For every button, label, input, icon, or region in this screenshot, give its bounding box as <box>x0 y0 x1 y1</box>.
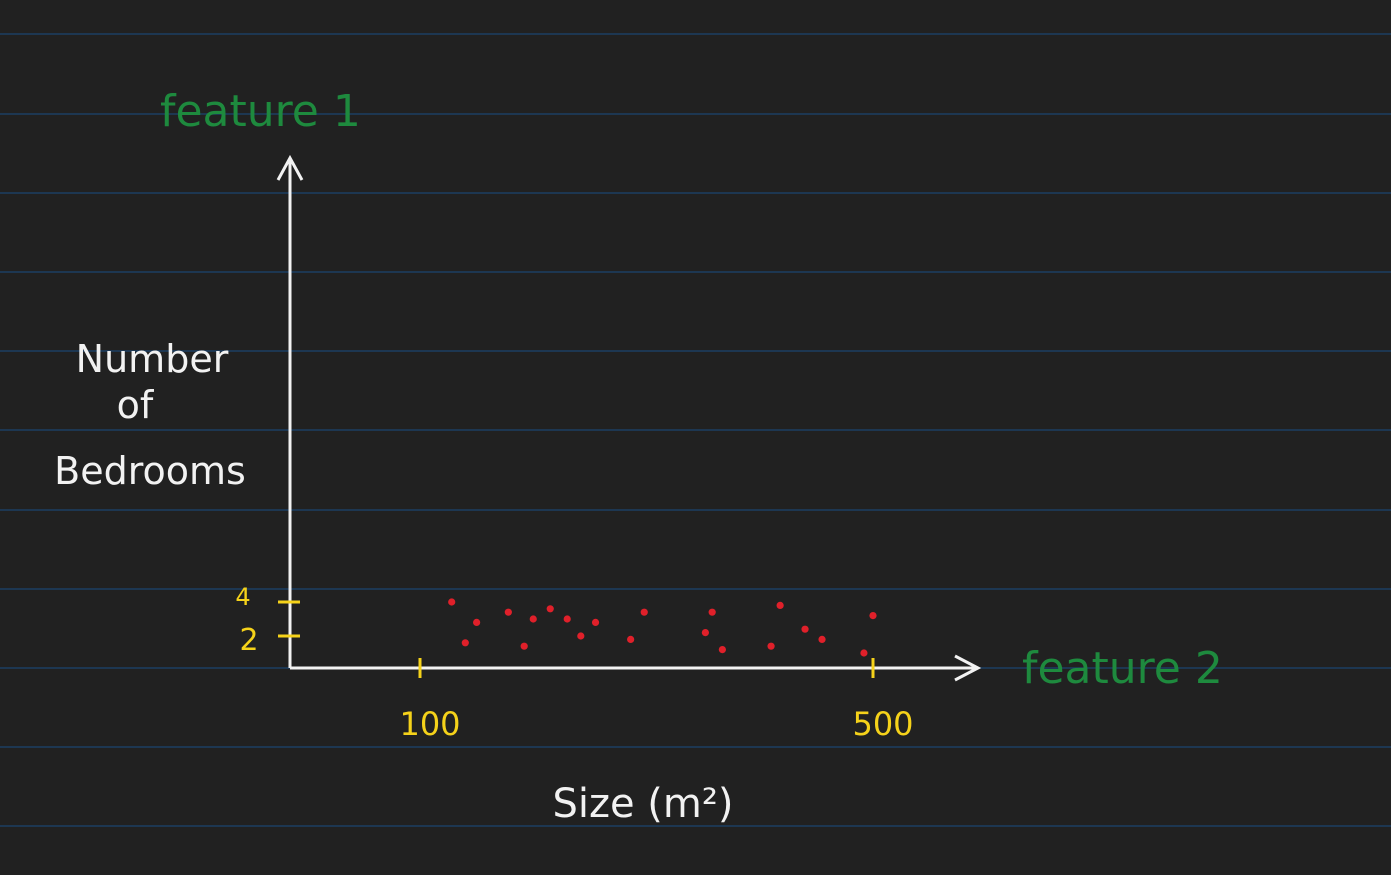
data-point <box>767 642 775 650</box>
data-point <box>708 608 716 616</box>
data-point <box>640 608 648 616</box>
x-axis-arrowhead <box>954 654 982 682</box>
y-axis-label-line-3: Bedrooms <box>54 449 246 493</box>
data-point <box>448 598 456 606</box>
data-point <box>520 642 528 650</box>
scatter-points <box>448 598 877 657</box>
data-point <box>776 601 784 610</box>
data-point <box>591 618 600 627</box>
data-point <box>473 618 481 627</box>
data-point <box>860 649 868 657</box>
y-feature-label: feature 1 <box>160 86 361 137</box>
data-point <box>563 615 571 623</box>
data-point <box>869 612 877 620</box>
x-tick-label: 500 <box>852 705 913 743</box>
y-axis-arrowhead <box>276 154 304 181</box>
data-point <box>718 646 726 654</box>
data-point <box>801 625 809 633</box>
y-axis-label: Number of Bedrooms <box>54 337 246 493</box>
data-point <box>577 632 585 640</box>
data-point <box>461 639 469 647</box>
y-axis-label-line-2: of <box>117 383 155 427</box>
tick-labels: 100 500 2 4 <box>235 583 913 743</box>
x-axis-label: Size (m²) <box>552 781 733 827</box>
data-point <box>627 635 635 644</box>
x-feature-label: feature 2 <box>1022 643 1223 694</box>
data-point <box>529 615 537 623</box>
data-point <box>701 629 709 637</box>
y-tick-label: 4 <box>235 583 250 611</box>
data-point <box>818 635 826 644</box>
x-tick-label: 100 <box>399 705 460 743</box>
notebook-rule-lines <box>0 33 1391 827</box>
data-point <box>546 605 554 613</box>
data-point <box>504 608 512 616</box>
y-tick-label: 2 <box>239 623 258 658</box>
y-axis-label-line-1: Number <box>76 337 229 381</box>
tick-marks <box>278 600 875 678</box>
